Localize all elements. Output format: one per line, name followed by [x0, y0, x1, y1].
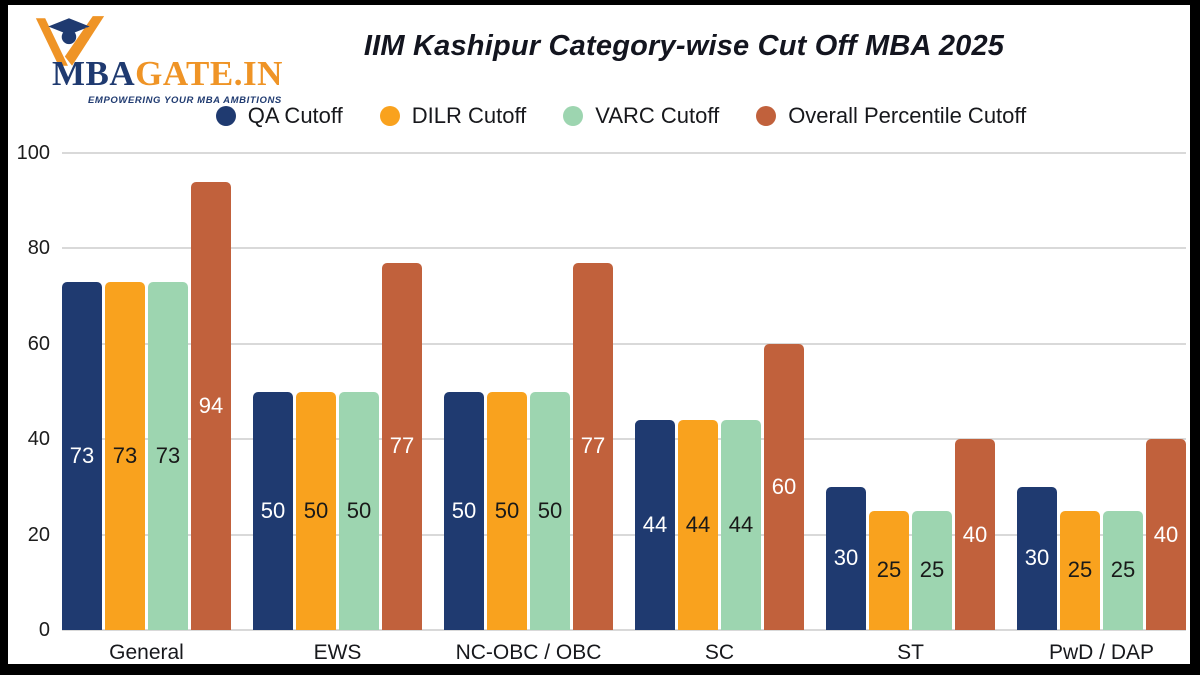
bar-value-label: 44: [728, 512, 754, 538]
x-axis-label: EWS: [313, 641, 362, 664]
bar-value-label: 40: [962, 521, 988, 547]
y-tick-label: 80: [27, 237, 50, 260]
bar: 77: [382, 262, 422, 630]
x-axis-label: SC: [704, 641, 735, 664]
bar: 25: [1103, 510, 1143, 630]
bar-value-label: 25: [919, 557, 945, 583]
bar-group: 73 73 73 94 General: [62, 153, 231, 664]
bar-value-label: 94: [198, 392, 224, 418]
bar-value-label: 60: [771, 473, 797, 499]
gridline: [62, 533, 1186, 536]
legend-item: DILR Cutoff: [379, 103, 527, 129]
bar: 25: [912, 510, 952, 630]
bar: 94: [191, 181, 231, 630]
x-axis-label: General: [109, 641, 184, 664]
legend-dot-icon: [379, 106, 400, 126]
legend-dot-icon: [215, 106, 236, 126]
y-tick-label: 60: [27, 332, 50, 355]
bar-value-label: 30: [1024, 545, 1050, 571]
bar: 44: [678, 420, 718, 630]
gridline: [62, 152, 1186, 154]
bar-value-label: 44: [642, 512, 668, 538]
bar: 44: [635, 420, 675, 630]
bar: 50: [339, 391, 379, 630]
y-tick-label: 20: [27, 523, 50, 546]
bar-value-label: 25: [1067, 557, 1093, 583]
bar-value-label: 50: [260, 497, 286, 523]
legend-label: Overall Percentile Cutoff: [788, 103, 1027, 128]
bar: 40: [955, 439, 995, 630]
bar-group: 30 25 25 40 ST: [826, 153, 995, 664]
gridline: [62, 247, 1186, 250]
bar-value-label: 44: [685, 512, 711, 538]
bar-value-label: 73: [112, 442, 138, 468]
bar: 30: [826, 486, 866, 630]
bar-group: 50 50 50 77 NC-OBC / OBC: [444, 153, 613, 664]
bar-value-label: 73: [69, 442, 95, 468]
frame-border-right: [1190, 0, 1200, 675]
bar-value-label: 40: [1153, 521, 1179, 547]
legend-item: Overall Percentile Cutoff: [756, 103, 1026, 129]
frame-border-left: [0, 0, 8, 675]
y-tick-label: 40: [27, 428, 50, 451]
bar: 73: [148, 281, 188, 630]
bar: 50: [530, 391, 570, 630]
chart-title: IIM Kashipur Category-wise Cut Off MBA 2…: [363, 30, 1005, 62]
legend-item: VARC Cutoff: [563, 103, 719, 129]
bar: 44: [721, 420, 761, 630]
bar-value-label: 50: [346, 497, 372, 523]
bar-value-label: 77: [580, 433, 606, 459]
bar-value-label: 50: [451, 497, 477, 523]
brand-logo: MBAGATE.IN EMPOWERING YOUR MBA AMBITIONS: [14, 8, 282, 106]
gridline: [62, 438, 1186, 441]
brand-name-mba: MBA: [52, 54, 136, 93]
bar: 77: [573, 262, 613, 630]
chart-legend: QA Cutoff DILR Cutoff VARC Cutoff Overall P…: [0, 103, 1200, 129]
gridline: [62, 629, 1186, 631]
bar: 60: [764, 343, 804, 630]
bar: 25: [869, 510, 909, 630]
plot-area: 0 20 40 60 80 100 73 73 73 94 General 50 50 50 77 EWS 50…: [17, 142, 1186, 664]
x-axis-label: ST: [897, 641, 924, 664]
bar-group: 30 25 25 40 PwD / DAP: [1017, 153, 1186, 664]
bar: 30: [1017, 486, 1057, 630]
bar-value-label: 50: [537, 497, 563, 523]
gridline: [62, 342, 1186, 345]
bar-value-label: 25: [1110, 557, 1136, 583]
y-tick-label: 0: [38, 619, 50, 641]
bar-value-label: 73: [155, 442, 181, 468]
brand-name: MBAGATE.IN: [52, 54, 283, 94]
legend-dot-icon: [756, 106, 777, 126]
bar-value-label: 30: [833, 545, 859, 571]
legend-label: QA Cutoff: [247, 103, 343, 128]
bar-value-label: 25: [876, 557, 902, 583]
bar-value-label: 50: [494, 497, 520, 523]
bar-value-label: 50: [303, 497, 329, 523]
x-axis-label: NC-OBC / OBC: [455, 641, 602, 664]
bar: 50: [487, 391, 527, 630]
bar: 73: [62, 281, 102, 630]
frame-border-bottom: [0, 664, 1200, 675]
bar: 50: [253, 391, 293, 630]
bar: 50: [444, 391, 484, 630]
bar-group: 44 44 44 60 SC: [635, 153, 804, 664]
bar: 73: [105, 281, 145, 630]
legend-dot-icon: [563, 106, 584, 126]
x-axis-label: PwD / DAP: [1048, 641, 1155, 664]
legend-label: VARC Cutoff: [595, 103, 720, 128]
bar: 50: [296, 391, 336, 630]
bar: 40: [1146, 439, 1186, 630]
y-tick-label: 100: [16, 142, 50, 164]
bar-value-label: 77: [389, 433, 415, 459]
brand-tagline: EMPOWERING YOUR MBA AMBITIONS: [88, 95, 282, 106]
frame-border-top: [0, 0, 1200, 5]
brand-name-gate: GATE.IN: [135, 54, 283, 93]
legend-label: DILR Cutoff: [411, 103, 527, 128]
bar-group: 50 50 50 77 EWS: [253, 153, 422, 664]
bar: 25: [1060, 510, 1100, 630]
legend-item: QA Cutoff: [215, 103, 343, 129]
graduation-cap-icon: [35, 16, 105, 66]
